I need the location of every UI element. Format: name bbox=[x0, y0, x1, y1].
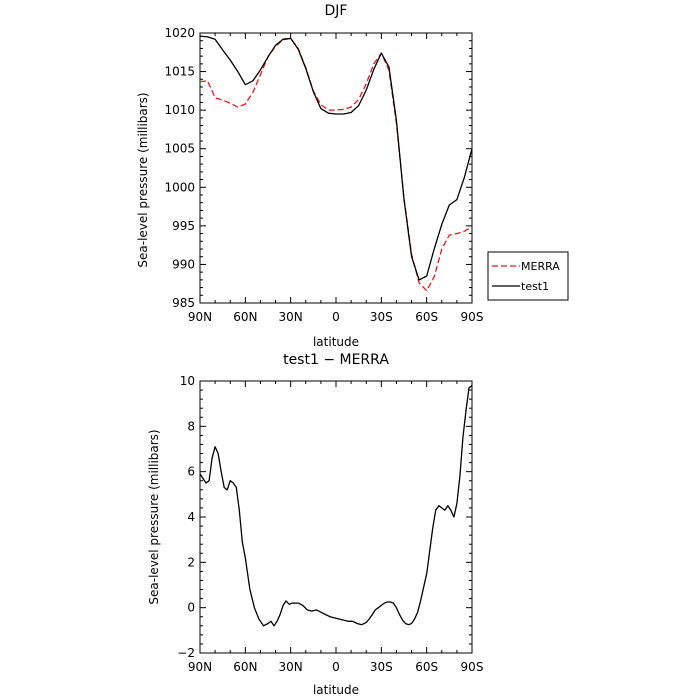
top-x-tick-label: 30S bbox=[370, 310, 393, 324]
top-y-tick-label: 1000 bbox=[164, 180, 195, 194]
top-x-tick-label: 30N bbox=[279, 310, 303, 324]
bottom-y-tick-label: 6 bbox=[187, 465, 195, 479]
top-x-tick-label: 60N bbox=[233, 310, 257, 324]
bottom-plot-area: 90N 60N 30N 0 30S 60S 90S −2 0 2 4 6 8 10 bbox=[177, 374, 483, 674]
top-x-tick-label: 0 bbox=[332, 310, 340, 324]
bottom-y-tick-label: 8 bbox=[187, 419, 195, 433]
top-series-test1-line bbox=[199, 35, 473, 281]
bottom-x-tick-label: 90N bbox=[188, 660, 212, 674]
bottom-y-axis-label: Sea-level pressure (millibars) bbox=[147, 429, 161, 604]
top-x-tick-label: 60S bbox=[415, 310, 438, 324]
top-y-tick-label: 995 bbox=[172, 219, 195, 233]
bottom-y-tick-label: 10 bbox=[180, 374, 195, 388]
bottom-series-difference-line bbox=[199, 384, 473, 627]
bottom-y-tick-label: 2 bbox=[187, 555, 195, 569]
top-x-tick-label: 90S bbox=[461, 310, 484, 324]
bottom-x-tick-label: 60N bbox=[233, 660, 257, 674]
bottom-frame bbox=[199, 380, 473, 654]
top-plot-area: 90N 60N 30N 0 30S 60S 90S 985 990 995 1000 1005 1010… bbox=[164, 26, 483, 324]
bottom-y-tick-label: −2 bbox=[177, 646, 195, 660]
bottom-x-tick-label: 60S bbox=[415, 660, 438, 674]
bottom-x-tick-label: 30S bbox=[370, 660, 393, 674]
legend-label-test1: test1 bbox=[521, 280, 549, 293]
top-y-tick-label: 1015 bbox=[164, 65, 195, 79]
panel-top: DJF 90N 60N 30N 0 30S 60S 90S 985 990 995 1000 1005… bbox=[136, 3, 483, 349]
top-y-tick-label: 1005 bbox=[164, 142, 195, 156]
legend: MERRA test1 bbox=[487, 251, 569, 301]
top-x-axis-label: latitude bbox=[313, 335, 359, 349]
top-series-merra-line bbox=[199, 37, 473, 292]
top-y-tick-label: 1010 bbox=[164, 103, 195, 117]
top-y-tick-label: 1020 bbox=[164, 26, 195, 40]
bottom-x-tick-label: 0 bbox=[332, 660, 340, 674]
bottom-panel-title: test1 − MERRA bbox=[283, 352, 389, 368]
top-panel-title: DJF bbox=[325, 3, 348, 19]
legend-box bbox=[487, 251, 569, 301]
bottom-x-axis-label: latitude bbox=[313, 683, 359, 697]
top-y-tick-label: 990 bbox=[172, 257, 195, 271]
panel-bottom: test1 − MERRA 90N 60N 30N 0 30S 60S 90S −2 0 2 4 6 8… bbox=[147, 352, 483, 697]
bottom-y-tick-label: 4 bbox=[187, 510, 195, 524]
top-y-tick-label: 985 bbox=[172, 296, 195, 310]
top-y-axis-label: Sea-level pressure (millibars) bbox=[136, 92, 150, 267]
bottom-x-tick-label: 90S bbox=[461, 660, 484, 674]
bottom-y-tick-label: 0 bbox=[187, 601, 195, 615]
legend-label-merra: MERRA bbox=[521, 260, 560, 273]
top-frame bbox=[199, 32, 473, 304]
bottom-x-tick-label: 30N bbox=[279, 660, 303, 674]
top-x-tick-label: 90N bbox=[188, 310, 212, 324]
